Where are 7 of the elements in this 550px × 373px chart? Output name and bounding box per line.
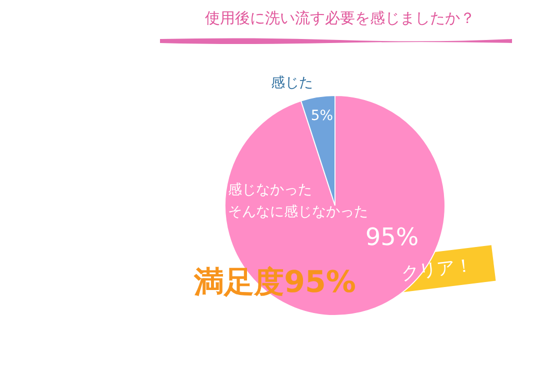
chart-title: 使用後に洗い流す必要を感じましたか？	[205, 9, 475, 27]
data-label: 5%	[310, 108, 334, 124]
slice-label: 感じた	[271, 75, 313, 91]
slice-label: 感じなかったそんなに感じなかった	[228, 182, 368, 220]
data-label: 95%	[365, 223, 419, 251]
text: クリア！	[400, 254, 474, 284]
text: 満足度95%	[193, 265, 356, 300]
